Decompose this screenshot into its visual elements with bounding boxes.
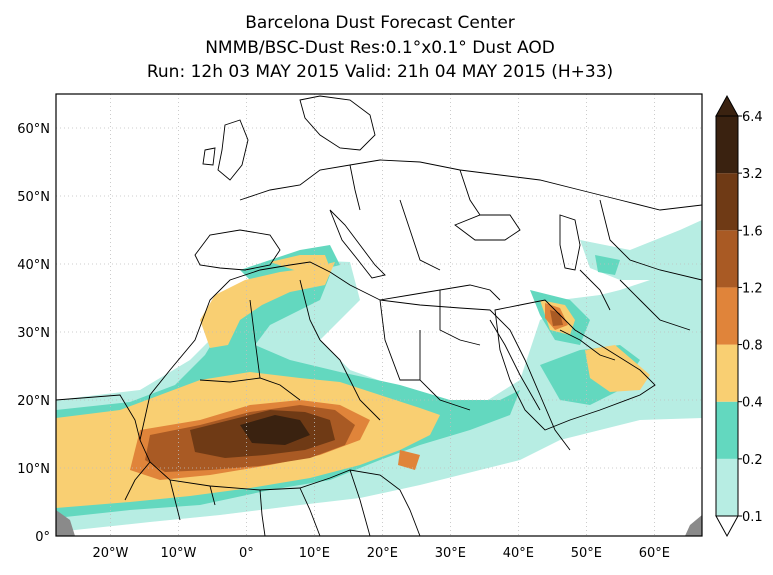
longitude-labels: 20°W 10°W 0° 10°E 20°E 30°E 40°E 50°E 60°E xyxy=(92,546,670,561)
lat-tick-label: 30°N xyxy=(17,326,50,341)
model-info-title: NMMB/BSC-Dust Res:0.1°x0.1° Dust AOD xyxy=(205,38,555,58)
colorbar-segment xyxy=(716,116,738,174)
lat-tick-label: 20°N xyxy=(17,394,50,409)
colorbar-level-label: 0.2 xyxy=(742,453,763,468)
run-valid-title: Run: 12h 03 MAY 2015 Valid: 21h 04 MAY 2… xyxy=(146,62,614,82)
colorbar-extend-max xyxy=(715,94,739,117)
lon-tick-label: 10°W xyxy=(160,546,196,561)
colorbar-level-label: 0.4 xyxy=(742,396,763,411)
map-frame xyxy=(55,93,703,537)
lon-tick-label: 50°E xyxy=(571,546,602,561)
lon-tick-label: 0° xyxy=(239,546,254,561)
colorbar-level-label: 3.2 xyxy=(742,167,763,182)
lat-tick-label: 60°N xyxy=(17,122,50,137)
lon-tick-label: 30°E xyxy=(435,546,466,561)
forecast-center-title: Barcelona Dust Forecast Center xyxy=(245,13,515,33)
colorbar-level-label: 1.2 xyxy=(742,281,763,296)
lon-tick-label: 40°E xyxy=(503,546,534,561)
colorbar-segment xyxy=(716,173,738,231)
colorbar-frame xyxy=(715,115,739,517)
lat-tick-label: 0° xyxy=(35,530,50,545)
masked-corner xyxy=(56,510,75,536)
colorbar-segment xyxy=(716,458,738,516)
colorbar-extend-min xyxy=(715,515,739,538)
colorbar-level-label: 0.8 xyxy=(742,339,763,354)
lon-tick-label: 10°E xyxy=(299,546,330,561)
aod-colorbar: 0.1 0.2 0.4 0.8 1.2 1.6 3.2 6.4 xyxy=(715,94,763,538)
aod-field-above-6.4 xyxy=(240,415,310,445)
colorbar-segment xyxy=(716,344,738,402)
lat-tick-label: 50°N xyxy=(17,190,50,205)
latitude-labels: 0° 10°N 20°N 30°N 40°N 50°N 60°N xyxy=(17,122,50,545)
colorbar-level-label: 0.1 xyxy=(742,510,763,525)
coastlines xyxy=(56,95,702,536)
colorbar-level-label: 1.6 xyxy=(742,224,763,239)
lon-tick-label: 20°W xyxy=(92,546,128,561)
colorbar-segment xyxy=(716,401,738,459)
lat-tick-label: 40°N xyxy=(17,258,50,273)
colorbar-segment xyxy=(716,230,738,288)
lat-tick-label: 10°N xyxy=(17,462,50,477)
map-plot-area xyxy=(56,94,702,536)
lon-tick-label: 20°E xyxy=(367,546,398,561)
masked-corner-right xyxy=(685,515,702,536)
colorbar-segment xyxy=(716,287,738,345)
lon-tick-label: 60°E xyxy=(639,546,670,561)
map-gridlines xyxy=(56,94,702,536)
colorbar-level-label: 6.4 xyxy=(742,110,763,125)
